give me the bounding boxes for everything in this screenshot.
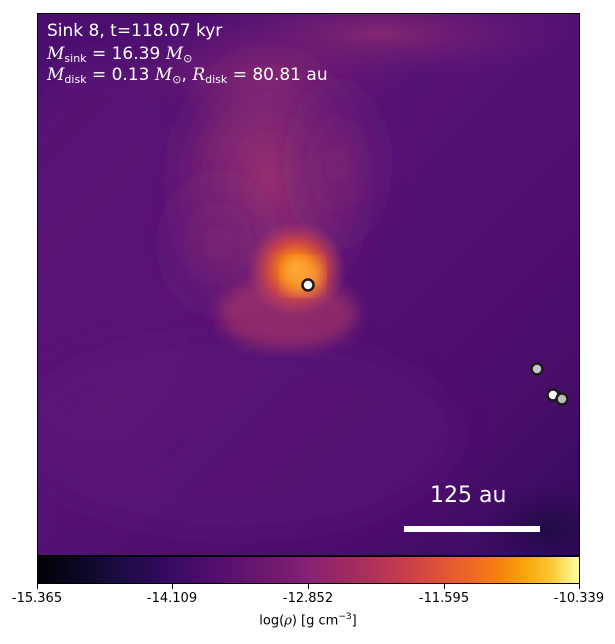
main-sink-marker: [301, 278, 315, 292]
colorbar-tick: [579, 584, 580, 589]
companion-sink-marker: [555, 392, 569, 406]
colorbar-tick: [172, 584, 173, 589]
companion-sink-marker: [530, 362, 544, 376]
sink-mass-text: Msink = 16.39 M⊙: [47, 44, 193, 65]
dark-corner: [478, 484, 579, 555]
disk-mass-radius-text: Mdisk = 0.13 M⊙, Rdisk = 80.81 au: [47, 65, 328, 86]
density-map-image: [38, 14, 579, 555]
colorbar-tick-label: -15.365: [11, 591, 63, 606]
colorbar-tick: [37, 584, 38, 589]
colorbar-tick-label: -10.339: [553, 591, 605, 606]
colorbar-tick: [444, 584, 445, 589]
gas-wisp-right: [268, 54, 408, 274]
scale-bar-label: 125 au: [430, 483, 507, 508]
colorbar-tick-label: -11.595: [418, 591, 470, 606]
colorbar-tick: [308, 584, 309, 589]
scale-bar: [404, 526, 540, 532]
sink-id-time-text: Sink 8, t=118.07 kyr: [47, 21, 223, 41]
lower-gas-region: [38, 334, 458, 534]
colorbar-tick-label: -14.109: [146, 591, 198, 606]
colorbar-label: log(ρ) [g cm−3]: [259, 612, 357, 629]
colorbar-tick-label: -12.852: [282, 591, 334, 606]
colorbar: [37, 556, 580, 584]
density-map-panel: Sink 8, t=118.07 kyr Msink = 16.39 M⊙ Md…: [37, 13, 580, 556]
